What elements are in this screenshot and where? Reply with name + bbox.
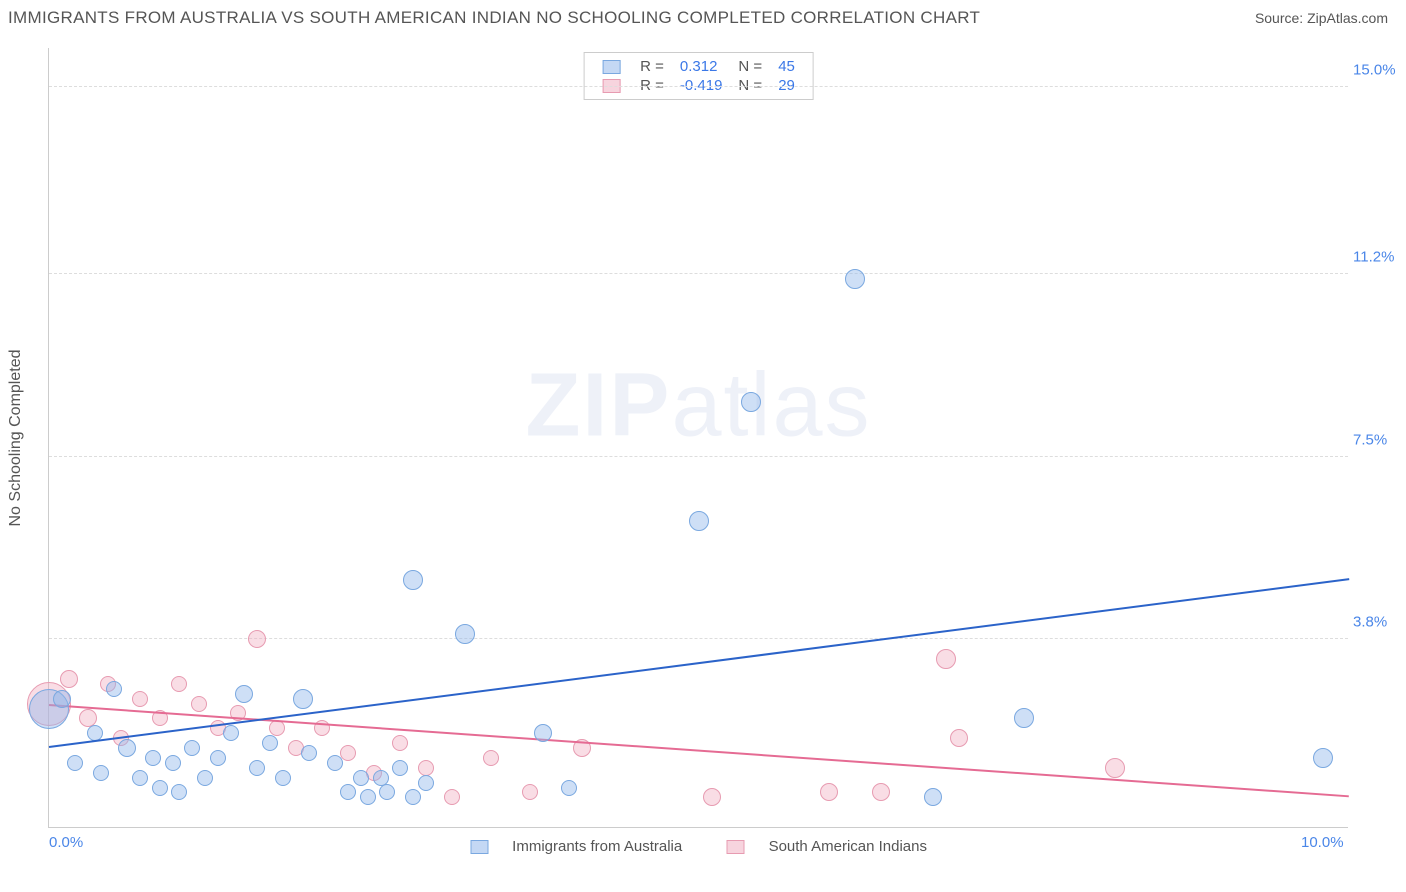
data-point [53,690,71,708]
data-point [689,511,709,531]
y-tick-label: 3.8% [1353,614,1406,631]
data-point [223,725,239,741]
data-point [60,670,78,688]
plot-container: No Schooling Completed ZIPatlas R =0.312… [48,48,1348,828]
data-point [132,770,148,786]
data-point [301,745,317,761]
data-point [210,750,226,766]
legend-swatch-a [602,60,620,74]
trend-line [49,704,1349,797]
trend-line [49,578,1349,748]
data-point [392,735,408,751]
data-point [1313,748,1333,768]
data-point [392,760,408,776]
data-point [93,765,109,781]
data-point [936,649,956,669]
data-point [444,789,460,805]
data-point [106,681,122,697]
x-tick-label: 0.0% [49,834,83,851]
data-point [405,789,421,805]
data-point [184,740,200,756]
y-tick-label: 15.0% [1353,61,1406,78]
data-point [118,739,136,757]
data-point [418,775,434,791]
data-point [197,770,213,786]
data-point [235,685,253,703]
data-point [249,760,265,776]
data-point [820,783,838,801]
data-point [561,780,577,796]
data-point [845,269,865,289]
data-point [152,780,168,796]
y-tick-label: 7.5% [1353,431,1406,448]
data-point [373,770,389,786]
data-point [248,630,266,648]
data-point [262,735,278,751]
data-point [132,691,148,707]
data-point [269,720,285,736]
data-point [293,689,313,709]
data-point [418,760,434,776]
gridline [49,456,1348,457]
gridline [49,638,1348,639]
data-point [191,696,207,712]
data-point [522,784,538,800]
data-point [703,788,721,806]
data-point [741,392,761,412]
data-point [379,784,395,800]
watermark: ZIPatlas [525,355,871,458]
y-tick-label: 11.2% [1353,249,1406,266]
data-point [1014,708,1034,728]
data-point [1105,758,1125,778]
data-point [950,729,968,747]
data-point [171,676,187,692]
data-point [360,789,376,805]
data-point [145,750,161,766]
data-point [534,724,552,742]
data-point [353,770,369,786]
data-point [340,784,356,800]
correlation-legend: R =0.312 N =45 R =-0.419 N =29 [583,52,814,100]
data-point [872,783,890,801]
data-point [275,770,291,786]
data-point [165,755,181,771]
x-tick-label: 10.0% [1301,834,1344,851]
data-point [483,750,499,766]
series-legend: Immigrants from Australia South American… [450,838,947,855]
gridline [49,273,1348,274]
data-point [327,755,343,771]
chart-title: IMMIGRANTS FROM AUSTRALIA VS SOUTH AMERI… [8,8,980,28]
plot-area: ZIPatlas R =0.312 N =45 R =-0.419 N =29 … [48,48,1348,828]
data-point [403,570,423,590]
data-point [67,755,83,771]
source-label: Source: ZipAtlas.com [1255,10,1388,26]
data-point [171,784,187,800]
gridline [49,86,1348,87]
data-point [924,788,942,806]
data-point [340,745,356,761]
data-point [455,624,475,644]
y-axis-title: No Schooling Completed [7,350,25,527]
